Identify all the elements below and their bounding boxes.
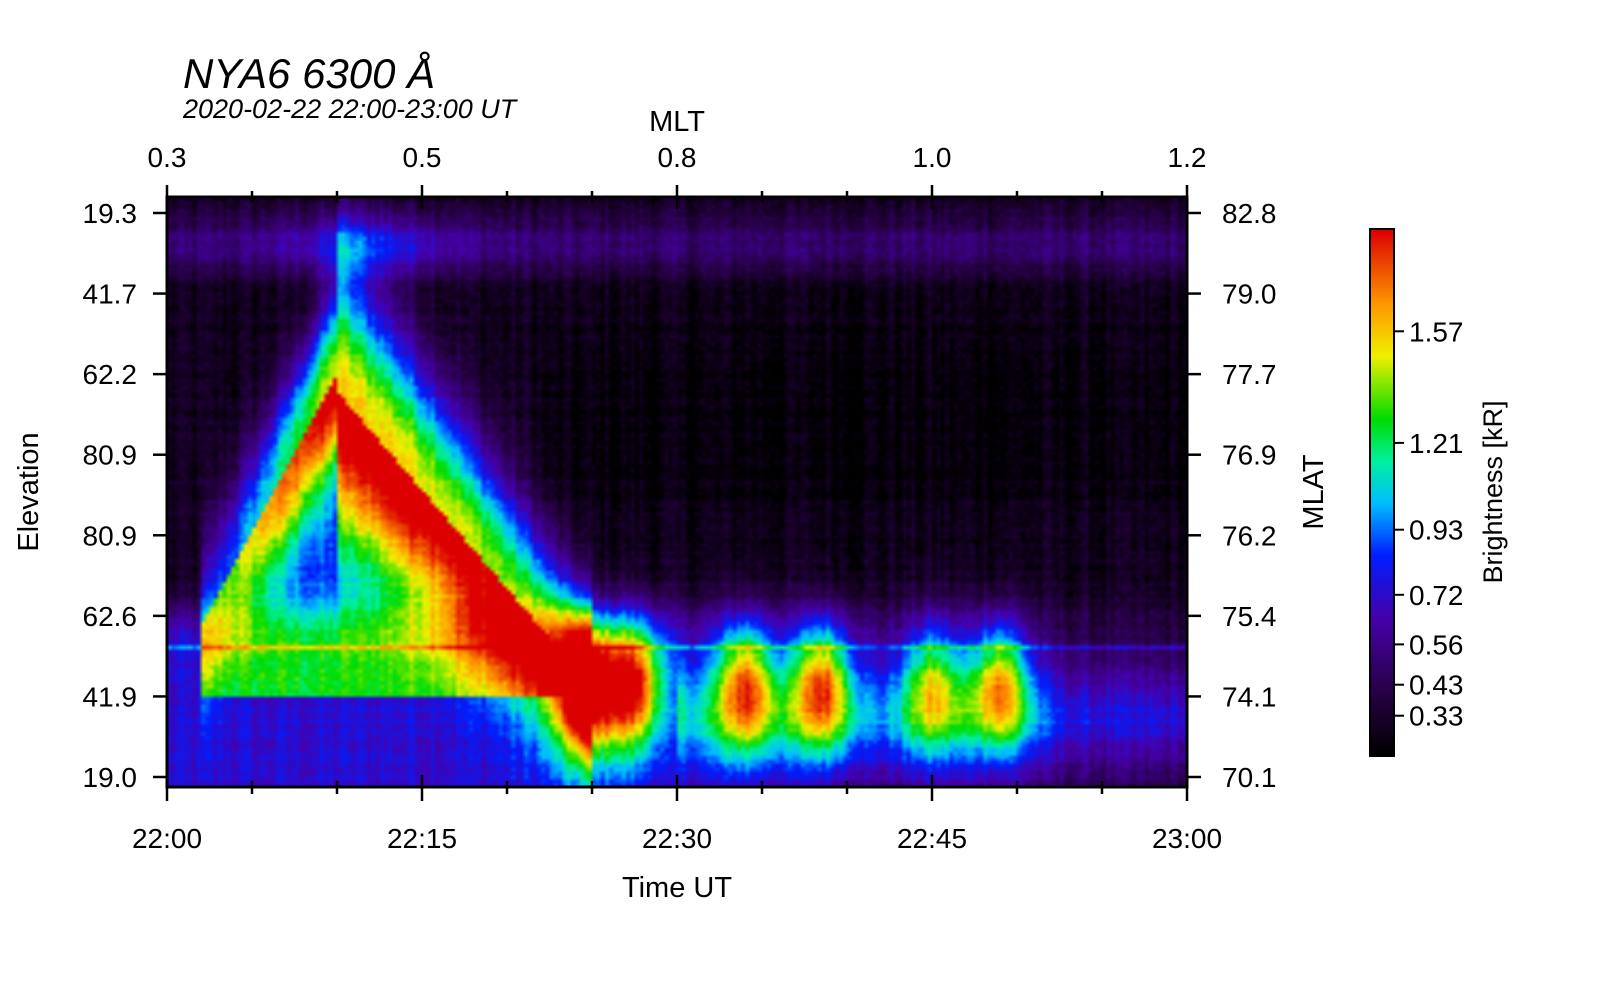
y-tick-label: 62.6 [83,601,138,632]
heatmap-area [167,197,1187,787]
colorbar-frame [1369,228,1395,757]
right-tick-label: 82.8 [1222,198,1277,229]
y-tick-label: 41.9 [83,681,138,712]
x-axis: 22:00 22:15 22:30 22:45 23:00 [132,775,1222,854]
y-tick-label: 41.7 [83,279,138,310]
right-tick-label: 70.1 [1222,762,1277,793]
y-tick-label: 80.9 [83,440,138,471]
y-tick-label: 19.0 [83,762,138,793]
right-tick-label: 76.9 [1222,440,1277,471]
y-tick-label: 62.2 [83,359,138,390]
top-axis-label: MLT [649,106,705,138]
top-tick-label: 0.5 [403,142,442,173]
colorbar: 1.57 1.21 0.93 0.72 0.56 0.430.33 Brightness … [1369,228,1508,757]
x-tick-label: 22:15 [387,823,457,854]
top-tick-label: 0.3 [148,142,187,173]
heatmap-image [167,197,1187,787]
y-tick-label: 19.3 [83,198,138,229]
right-axis-label: MLAT [1298,454,1330,529]
x-tick-label: 23:00 [1152,823,1222,854]
x-axis-label: Time UT [622,872,732,904]
y-tick-label: 80.9 [83,520,138,551]
colorbar-gradient [1370,229,1394,756]
colorbar-tick-label: 0.93 [1409,515,1464,546]
x-tick-label: 22:00 [132,823,202,854]
top-tick-label: 1.2 [1168,142,1207,173]
right-tick-label: 79.0 [1222,279,1277,310]
top-tick-label: 0.8 [658,142,697,173]
y-axis: 19.3 41.7 62.2 80.9 80.9 62.6 41.9 19.0 [83,198,167,793]
colorbar-tick-label: 0.43 [1409,670,1464,701]
right-tick-label: 74.1 [1222,681,1277,712]
colorbar-tick-label: 0.56 [1409,629,1464,660]
x-tick-label: 22:45 [897,823,967,854]
colorbar-tick-label: 0.72 [1409,580,1464,611]
chart-subtitle: 2020-02-22 22:00-23:00 UT [182,94,519,124]
colorbar-tick-label: 1.57 [1409,316,1464,347]
right-axis: 82.8 79.0 77.7 76.9 76.2 75.4 74.1 70.1 [1187,198,1277,793]
colorbar-ticks: 1.57 1.21 0.93 0.72 0.56 0.430.33 [1394,316,1464,732]
right-tick-label: 76.2 [1222,520,1277,551]
colorbar-tick-label: 0.33 [1409,701,1464,732]
right-tick-label: 77.7 [1222,359,1277,390]
right-tick-label: 75.4 [1222,601,1277,632]
chart-title: NYA6 6300 Å [183,50,435,97]
x-tick-label: 22:30 [642,823,712,854]
colorbar-label: Brightness [kR] [1478,400,1508,583]
top-axis: 0.3 0.5 0.8 1.0 1.2 [148,142,1207,209]
colorbar-tick-label: 1.21 [1409,428,1464,459]
y-axis-label: Elevation [13,432,45,551]
top-tick-label: 1.0 [913,142,952,173]
